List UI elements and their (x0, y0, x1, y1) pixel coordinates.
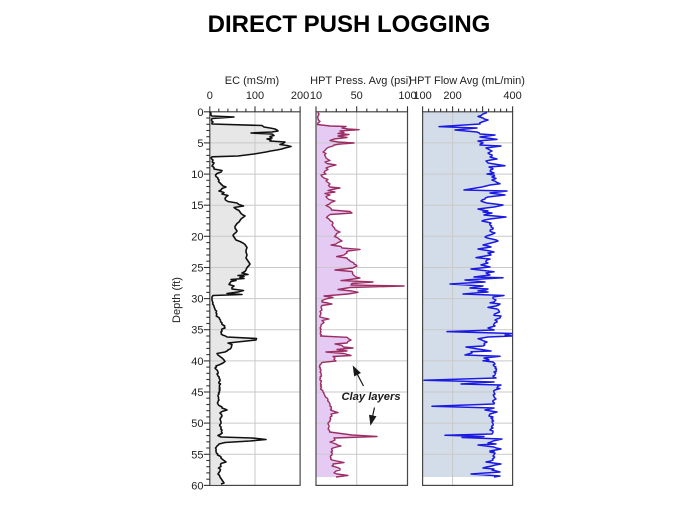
svg-text:EC (mS/m): EC (mS/m) (225, 75, 279, 87)
svg-text:55: 55 (191, 449, 203, 461)
svg-text:200: 200 (291, 90, 309, 102)
svg-text:100: 100 (246, 90, 264, 102)
svg-text:Depth (ft): Depth (ft) (171, 277, 183, 323)
svg-text:25: 25 (191, 263, 203, 275)
svg-text:HPT Press. Avg (psi): HPT Press. Avg (psi) (310, 75, 412, 87)
svg-text:60: 60 (191, 480, 203, 492)
svg-text:200: 200 (443, 90, 461, 102)
svg-text:10: 10 (191, 169, 203, 181)
svg-text:100: 100 (398, 90, 416, 102)
svg-text:400: 400 (503, 90, 521, 102)
svg-text:20: 20 (191, 231, 203, 243)
svg-text:30: 30 (191, 294, 203, 306)
svg-text:10: 10 (310, 90, 322, 102)
svg-text:50: 50 (191, 418, 203, 430)
svg-text:0: 0 (207, 90, 213, 102)
svg-text:50: 50 (351, 90, 363, 102)
svg-text:45: 45 (191, 387, 203, 399)
svg-text:0: 0 (197, 107, 203, 119)
svg-text:5: 5 (197, 138, 203, 150)
svg-text:Clay layers: Clay layers (341, 391, 400, 403)
svg-text:40: 40 (191, 356, 203, 368)
svg-text:HPT Flow Avg (mL/min): HPT Flow Avg (mL/min) (409, 75, 525, 87)
svg-text:35: 35 (191, 325, 203, 337)
svg-text:DIRECT PUSH LOGGING: DIRECT PUSH LOGGING (208, 11, 491, 38)
svg-text:15: 15 (191, 200, 203, 212)
svg-text:100: 100 (413, 90, 431, 102)
